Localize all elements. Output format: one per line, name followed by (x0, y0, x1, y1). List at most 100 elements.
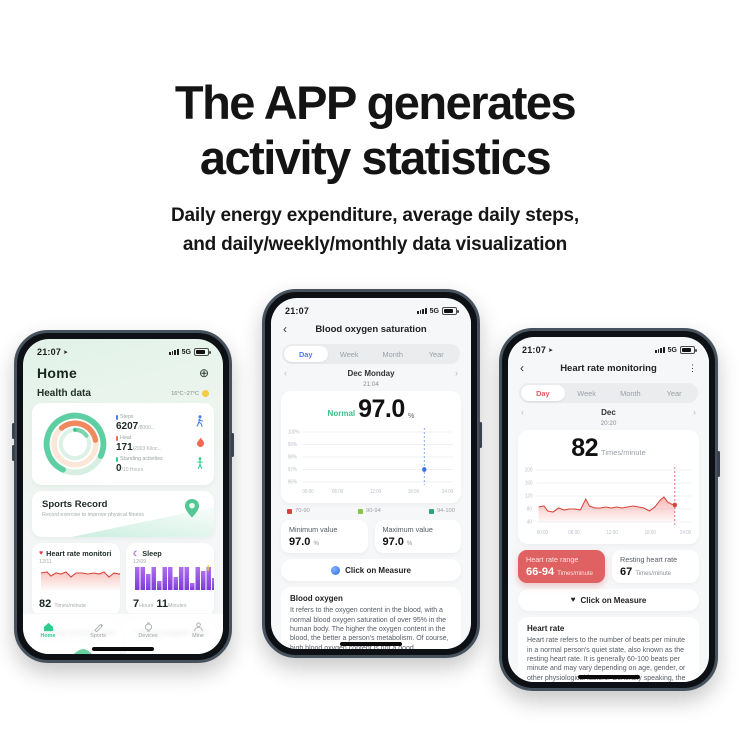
tab-devices-label: Devices (138, 633, 158, 639)
spo2-unit: % (407, 411, 415, 420)
phone-home: 21:07 ➤ 5G Home ⊕ Health data 16°C~27°C (12, 330, 234, 663)
sports-record-card[interactable]: Sports Record Record exercise to improve… (32, 491, 214, 537)
heart-icon: ♥ (39, 550, 44, 557)
battery-icon (680, 346, 697, 354)
back-icon[interactable]: ‹ (283, 322, 287, 336)
heart-card-date: 12/11 (39, 559, 52, 565)
standing-stat: Standing activities 0/10 Hours (116, 456, 206, 474)
date-prev-icon[interactable]: ‹ (284, 368, 287, 378)
tab-sports-label: Sports (90, 633, 106, 639)
sleep-card-date: 12/09 (133, 559, 147, 565)
status-bar: 21:07 5G (271, 298, 471, 318)
volume-up-button (12, 423, 15, 439)
measure-button[interactable]: Click on Measure (281, 559, 461, 582)
heart-card-value: 82 (39, 598, 52, 610)
nav-header: ‹ Heart rate monitoring ⋮ (508, 357, 709, 377)
tab-month[interactable]: Month (620, 388, 641, 398)
tab-day[interactable]: Day (284, 346, 328, 362)
date-prev-icon[interactable]: ‹ (521, 407, 524, 417)
minimum-value: 97.0 (289, 536, 311, 549)
heat-label: Heat (120, 435, 132, 441)
svg-text:97%: 97% (288, 467, 298, 473)
svg-text:98%: 98% (288, 454, 298, 460)
sleep-card[interactable]: ☾ Sleep 12/09 7Hours 11Minutes (126, 543, 214, 616)
tab-week[interactable]: Week (339, 349, 359, 359)
date-next-icon[interactable]: › (455, 368, 458, 378)
standing-person-icon (194, 456, 206, 474)
hero-subtitle-line2: and daily/weekly/monthly data visualizat… (182, 234, 568, 256)
heart-card-title: Heart rate monitori (46, 549, 112, 558)
more-options-icon[interactable]: ⋮ (688, 362, 697, 373)
standing-target: /10 Hours (121, 467, 144, 473)
weather-widget: 16°C~27°C (171, 390, 209, 397)
tab-year[interactable]: Year (428, 349, 444, 359)
steps-target: /8000... (138, 425, 155, 431)
sleep-card-title: Sleep (142, 549, 162, 558)
spo2-chart-card: Normal 97.0 % 100% 99% 98% 97% 96% (281, 391, 461, 503)
tab-year[interactable]: Year (666, 388, 682, 398)
tab-week[interactable]: Week (577, 388, 596, 398)
legend-swatch-green (357, 508, 363, 514)
heart-rate-range-card: Heart rate range 66-94 Times/minute (518, 550, 605, 584)
resting-value: 67 (620, 566, 633, 579)
hr-unit: Times/minute (601, 448, 646, 457)
svg-text:96%: 96% (288, 479, 298, 485)
spo2-day-chart: 100% 99% 98% 97% 96% 00:00 06:00 12:00 1… (288, 428, 454, 495)
page-title: Heart rate monitoring (560, 362, 657, 374)
add-device-icon[interactable]: ⊕ (198, 366, 209, 380)
status-bar: 21:07 ➤ 5G (508, 337, 709, 357)
info-title: Blood oxygen (290, 594, 343, 604)
battery-icon (442, 307, 459, 315)
sun-icon (202, 390, 209, 397)
power-button (717, 451, 720, 477)
legend-swatch-teal (428, 508, 434, 514)
maximum-label: Maximum value (382, 525, 433, 534)
hero-title: The APP generates activity statistics (0, 76, 750, 185)
flame-icon (194, 435, 206, 453)
measure-button[interactable]: ♥ Click on Measure (518, 589, 699, 612)
svg-text:100%: 100% (288, 429, 300, 435)
status-bar: 21:07 ➤ 5G (23, 339, 223, 359)
tab-sports[interactable]: Sports (73, 622, 123, 639)
range-value: 66-94 (526, 566, 555, 579)
svg-text:200: 200 (525, 467, 533, 473)
volume-down-button (12, 445, 15, 461)
tab-day[interactable]: Day (521, 385, 565, 401)
resting-label: Resting heart rate (620, 555, 678, 564)
activity-card[interactable]: Steps 6207/8000... Heat 171/2003 Kiloc..… (32, 403, 214, 485)
tab-home-label: Home (40, 633, 56, 639)
moon-icon: ☾ (133, 550, 140, 558)
measure-button-label: Click on Measure (345, 565, 411, 575)
map-pin-icon (182, 497, 202, 526)
sports-record-subtitle: Record exercise to improve physical fitn… (42, 512, 144, 518)
home-indicator[interactable] (577, 675, 640, 679)
heart-rate-card[interactable]: ♥ Heart rate monitori 12/11 82 Times/minu… (32, 543, 120, 616)
hero-subtitle: Daily energy expenditure, average daily … (0, 201, 750, 260)
svg-text:12:00: 12:00 (606, 530, 618, 536)
date-next-icon[interactable]: › (693, 407, 696, 417)
home-indicator[interactable] (340, 642, 402, 646)
tab-home[interactable]: Home (23, 622, 73, 639)
power-button (479, 422, 482, 448)
steps-value: 6207 (116, 421, 139, 432)
weather-temp: 16°C~27°C (171, 390, 199, 397)
heart-card-unit: Times/minute (54, 603, 86, 609)
tab-month[interactable]: Month (382, 349, 404, 359)
home-indicator[interactable] (92, 647, 154, 651)
maximum-unit: % (406, 541, 413, 548)
tab-devices[interactable]: Devices (123, 622, 173, 639)
back-icon[interactable]: ‹ (520, 361, 524, 375)
range-unit: Times/minute (557, 571, 593, 578)
phone-blood-oxygen: 21:07 5G ‹ Blood oxygen saturation Day W… (262, 289, 482, 658)
sleep-hours-label: Hours (139, 603, 154, 609)
svg-text:18:00: 18:00 (408, 489, 420, 495)
status-label: Normal (327, 409, 356, 418)
blood-oxygen-info-card: Blood oxygen It refers to the oxygen con… (281, 587, 461, 649)
oxygen-measure-icon (331, 565, 341, 575)
steps-stat: Steps 6207/8000... (116, 414, 206, 432)
legend-item-mid: 90-94 (357, 508, 381, 514)
spo2-big-value: 97.0 (358, 395, 405, 423)
hero-title-line1: The APP generates (174, 76, 577, 129)
tab-mine[interactable]: Mine (173, 622, 223, 639)
